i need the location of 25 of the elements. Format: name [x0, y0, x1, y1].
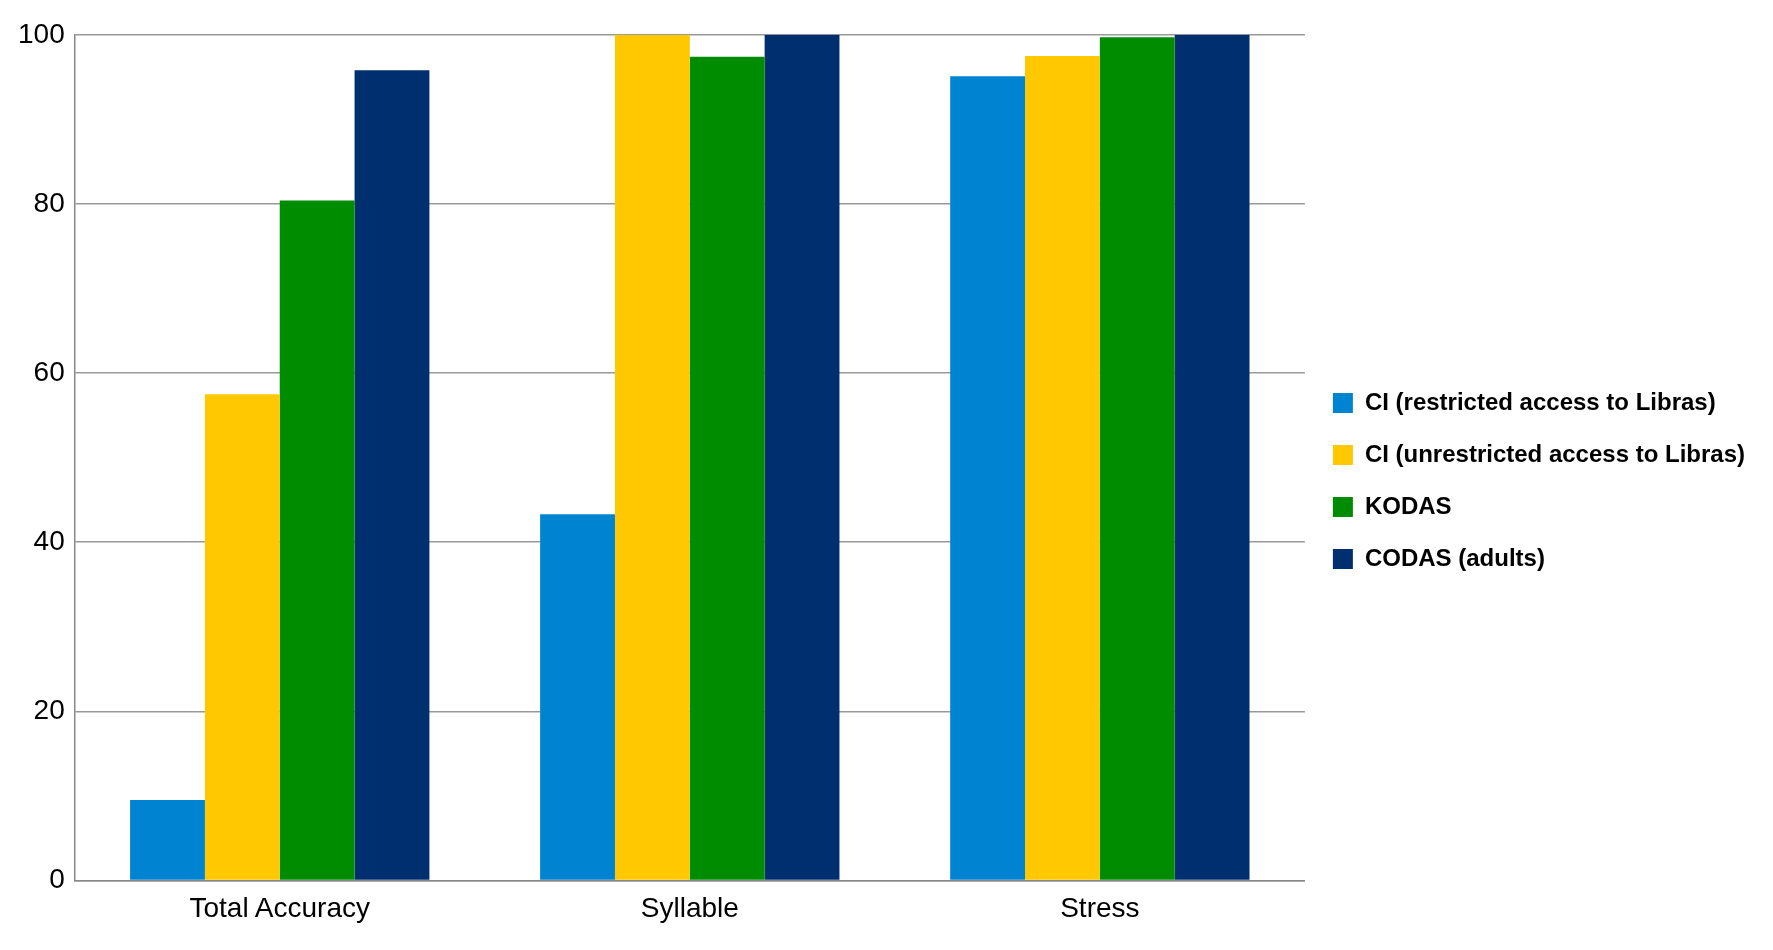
x-tick-label: Syllable — [640, 891, 739, 923]
bar — [1174, 34, 1250, 880]
x-tick-label: Total Accuracy — [189, 891, 371, 923]
legend-label: CI (restricted access to Libras) — [1364, 387, 1716, 415]
bar — [689, 56, 765, 880]
y-tick-label: 100 — [18, 17, 65, 49]
y-tick-label: 40 — [33, 524, 65, 556]
bar — [1025, 55, 1100, 880]
y-tick-label: 80 — [33, 186, 65, 218]
legend-label: CI (unrestricted access to Libras) — [1364, 439, 1745, 467]
y-tick-label: 20 — [33, 694, 65, 725]
legend-label: CODAS (adults) — [1364, 543, 1545, 571]
y-tick-label: 60 — [33, 355, 65, 387]
bar — [130, 800, 205, 880]
bar — [614, 34, 690, 880]
bar — [354, 70, 430, 880]
legend-label: KODAS — [1364, 491, 1452, 519]
bar — [764, 34, 840, 880]
bar — [1099, 37, 1175, 880]
bar — [204, 394, 280, 880]
bar — [540, 514, 615, 880]
bar — [279, 200, 355, 880]
y-tick-label: 0 — [49, 863, 65, 895]
bar — [950, 76, 1026, 880]
x-tick-label: Stress — [1060, 891, 1140, 923]
